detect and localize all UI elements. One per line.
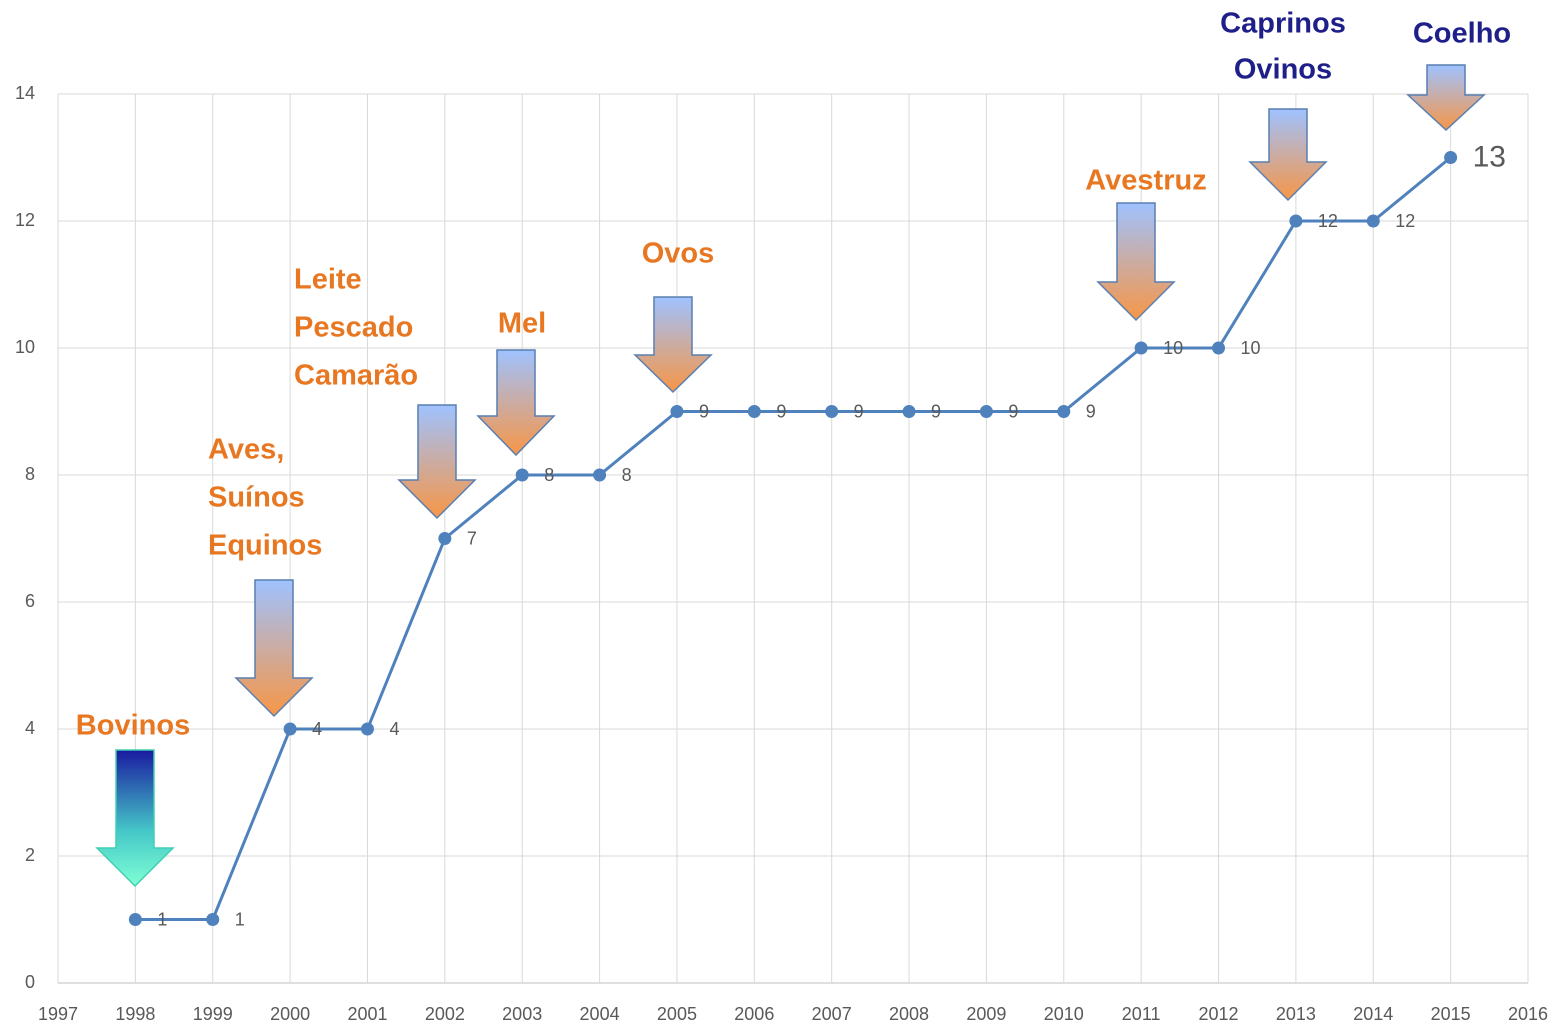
annotation: Bovinos (76, 710, 190, 742)
x-tick-label: 2013 (1276, 1004, 1316, 1024)
arrow (1096, 202, 1176, 322)
point (1212, 341, 1226, 355)
data-label: 13 (1473, 140, 1506, 173)
y-tick-label: 12 (15, 210, 35, 230)
line (135, 156, 1452, 921)
point (593, 468, 607, 482)
annotation: Equinos (208, 530, 322, 562)
x-tick-label: 1999 (193, 1004, 233, 1024)
point (1444, 151, 1458, 164)
data-label: 8 (622, 465, 632, 485)
x-tick-label: 2007 (812, 1004, 852, 1024)
point (438, 532, 452, 545)
point (515, 468, 529, 482)
annotation: Suínos (208, 482, 305, 514)
point (360, 722, 374, 736)
data-label: 1 (157, 909, 167, 929)
x-tick-label: 2004 (580, 1004, 620, 1024)
data-label: 4 (312, 719, 322, 739)
y-tick-label: 6 (25, 591, 35, 611)
x-tick-label: 2010 (1044, 1004, 1084, 1024)
point (747, 405, 761, 418)
data-label: 9 (699, 401, 709, 421)
point (128, 913, 142, 926)
point (902, 405, 916, 418)
data-label: 9 (1008, 401, 1018, 421)
arrow (1248, 108, 1328, 202)
data-label: 9 (1086, 401, 1096, 421)
data-label: 7 (467, 528, 477, 548)
x-tick-label: 2011 (1122, 1004, 1161, 1024)
annotation: Avestruz (1085, 165, 1206, 197)
data-label: 1 (235, 909, 245, 929)
arrow (476, 349, 556, 457)
arrow (633, 296, 713, 394)
x-tick-label: 1997 (38, 1004, 78, 1024)
arrow (234, 579, 314, 718)
arrow (1406, 64, 1486, 132)
x-tick-label: 2012 (1199, 1004, 1239, 1024)
data-label: 4 (389, 719, 399, 739)
x-tick-label: 2015 (1431, 1004, 1471, 1024)
y-tick-label: 10 (15, 337, 35, 357)
annotation: Aves, (208, 434, 284, 466)
data-label: 9 (776, 401, 786, 421)
arrow (95, 749, 175, 888)
point (1057, 405, 1071, 418)
x-tick-label: 2006 (734, 1004, 774, 1024)
data-label: 8 (544, 465, 554, 485)
data-label: 9 (931, 401, 941, 421)
data-label: 12 (1395, 211, 1415, 231)
data-label: 12 (1318, 211, 1338, 231)
point (1289, 214, 1303, 228)
data-label: 10 (1163, 338, 1183, 358)
x-tick-label: 2005 (657, 1004, 697, 1024)
x-tick-label: 1998 (115, 1004, 155, 1024)
x-tick-label: 2008 (889, 1004, 929, 1024)
point (825, 405, 839, 418)
x-tick-label: 2016 (1508, 1004, 1548, 1024)
annotation: Coelho (1413, 18, 1511, 50)
point (283, 722, 297, 736)
x-tick-label: 2001 (347, 1004, 387, 1024)
x-tick-label: 2002 (425, 1004, 465, 1024)
x-tick-label: 2014 (1353, 1004, 1393, 1024)
annotation: Ovinos (1234, 54, 1332, 86)
point (670, 405, 684, 418)
y-tick-label: 0 (25, 972, 35, 992)
arrow (397, 404, 477, 520)
annotation: Leite (294, 264, 362, 296)
x-tick-label: 2000 (270, 1004, 310, 1024)
x-tick-label: 2009 (966, 1004, 1006, 1024)
y-tick-label: 2 (25, 845, 35, 865)
x-tick-label: 2003 (502, 1004, 542, 1024)
y-tick-label: 4 (25, 718, 35, 738)
point (1366, 214, 1380, 228)
data-label: 10 (1241, 338, 1261, 358)
point (206, 913, 220, 926)
point (979, 405, 993, 418)
annotation: Caprinos (1220, 8, 1346, 40)
data-label: 9 (854, 401, 864, 421)
point (1134, 341, 1148, 355)
annotation: Camarão (294, 360, 418, 392)
annotation: Ovos (642, 238, 715, 270)
y-tick-label: 14 (15, 83, 35, 103)
y-tick-label: 8 (25, 464, 35, 484)
annotation: Pescado (294, 312, 413, 344)
annotation: Mel (498, 308, 546, 340)
